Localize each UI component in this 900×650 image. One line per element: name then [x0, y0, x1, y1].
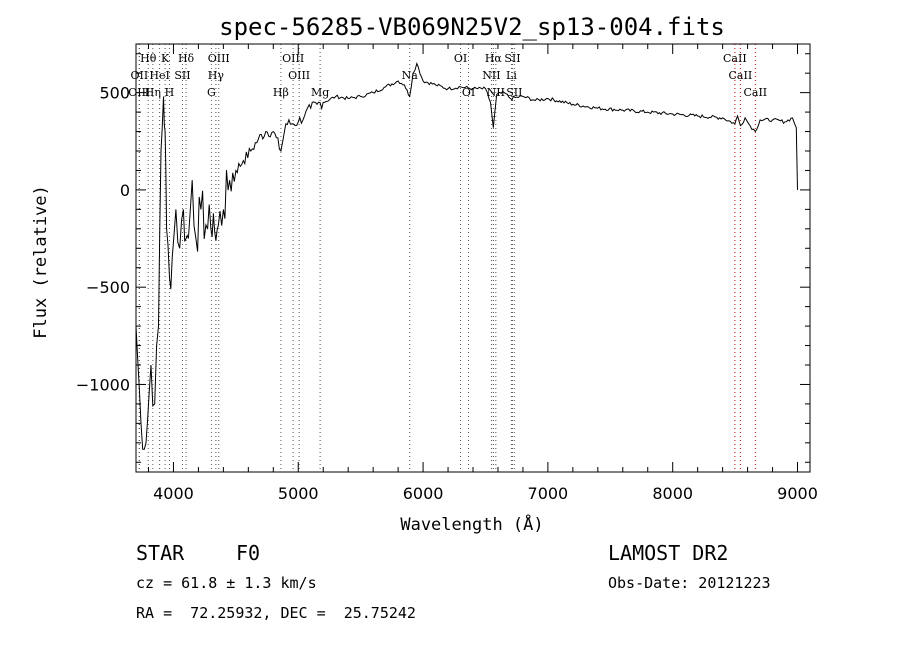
line-label: G — [207, 86, 216, 99]
line-label: SII — [506, 86, 522, 99]
plot-frame — [135, 43, 811, 473]
chart-title: spec-56285-VB069N25V2_sp13-004.fits — [219, 13, 725, 41]
line-label: OIII — [282, 52, 304, 65]
x-tick-label: 4000 — [153, 484, 194, 503]
y-axis-label: Flux (relative) — [31, 185, 51, 339]
line-label: Hδ — [178, 52, 195, 65]
object-class: STAR — [136, 541, 185, 565]
line-label: HeI — [149, 69, 169, 82]
x-tick-label: 7000 — [528, 484, 569, 503]
coordinates-text: RA = 72.25932, DEC = 25.75242 — [136, 604, 416, 622]
y-tick-label: −1000 — [76, 375, 130, 394]
line-label: Hγ — [208, 69, 225, 82]
x-tick-label: 6000 — [403, 484, 444, 503]
line-label: NII — [482, 69, 500, 82]
line-label: CaII — [723, 52, 747, 65]
object-subclass: F0 — [236, 541, 261, 565]
line-label: Li — [506, 69, 517, 82]
line-label: Na — [402, 69, 419, 82]
line-label: Hα — [485, 52, 503, 65]
line-label: CaII — [743, 86, 767, 99]
redshift-text: cz = 61.8 ± 1.3 km/s — [136, 574, 317, 592]
line-label: SII — [504, 52, 520, 65]
x-tick-label: 9000 — [777, 484, 818, 503]
y-axis: −1000 −500 0 500 — [76, 53, 810, 463]
survey-name: LAMOST DR2 — [608, 541, 729, 565]
line-label: OIII — [208, 52, 230, 65]
x-axis-label: Wavelength (Å) — [400, 513, 543, 535]
line-label: Hβ — [273, 86, 289, 99]
x-tick-label: 5000 — [278, 484, 319, 503]
y-tick-label: 500 — [99, 84, 130, 103]
line-label: Hη — [145, 86, 161, 99]
spectrum-series-line — [135, 61, 798, 450]
line-label: H — [165, 86, 175, 99]
x-axis: 4000 5000 6000 7000 8000 9000 — [147, 44, 818, 503]
line-label: Hθ — [140, 52, 157, 65]
y-tick-label: 0 — [120, 181, 130, 200]
line-label: OIII — [288, 69, 310, 82]
line-label: OII — [131, 69, 149, 82]
line-label: Mg — [311, 86, 329, 99]
x-tick-label: 8000 — [652, 484, 693, 503]
line-label: SII — [174, 69, 190, 82]
obs-date: Obs-Date: 20121223 — [608, 574, 771, 592]
line-label: CaII — [729, 69, 753, 82]
spectral-line-markers — [138, 44, 756, 472]
line-label: K — [161, 52, 170, 65]
line-label: OI — [454, 52, 467, 65]
line-label: NII — [487, 86, 505, 99]
y-tick-label: −500 — [86, 278, 130, 297]
